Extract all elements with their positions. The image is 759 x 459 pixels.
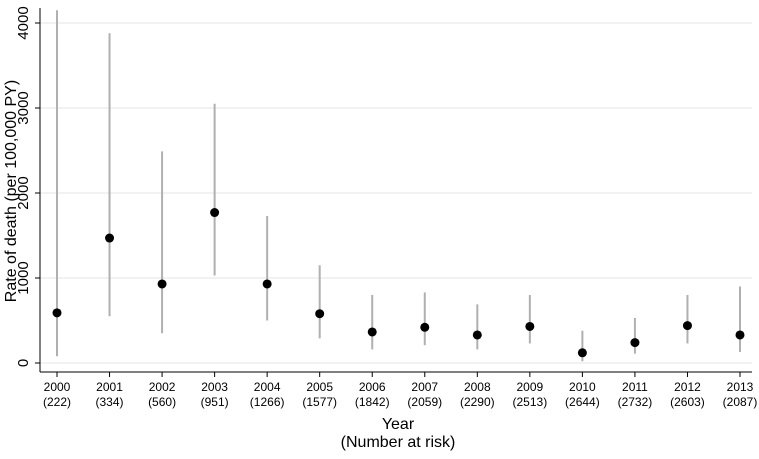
x-tick-label-year: 2007 <box>411 380 438 394</box>
data-point <box>630 338 640 348</box>
x-tick-label-at-risk: (2087) <box>723 395 758 409</box>
x-tick-label-at-risk: (2603) <box>670 395 705 409</box>
x-tick-label-year: 2000 <box>44 380 71 394</box>
x-tick-label-year: 2001 <box>96 380 123 394</box>
x-tick-label-at-risk: (2290) <box>460 395 495 409</box>
x-tick-label-year: 2010 <box>569 380 596 394</box>
data-point <box>262 279 272 289</box>
data-point <box>472 330 482 340</box>
x-tick-label-at-risk: (334) <box>96 395 124 409</box>
x-tick-label-at-risk: (560) <box>148 395 176 409</box>
data-point <box>367 327 377 337</box>
y-axis-title: Rate of death (per 100,000 PY) <box>3 80 20 302</box>
x-tick-label-at-risk: (1577) <box>302 395 337 409</box>
x-tick-label-year: 2013 <box>727 380 754 394</box>
x-tick-label-year: 2004 <box>254 380 281 394</box>
x-tick-label-year: 2003 <box>201 380 228 394</box>
data-point <box>315 309 325 319</box>
x-tick-label-at-risk: (1266) <box>250 395 285 409</box>
x-tick-label-at-risk: (2644) <box>565 395 600 409</box>
ci-layer <box>56 10 741 362</box>
x-tick-label-at-risk: (2732) <box>618 395 653 409</box>
x-tick-label-at-risk: (222) <box>43 395 71 409</box>
x-tick-label-at-risk: (2513) <box>513 395 548 409</box>
x-tick-label-at-risk: (2059) <box>407 395 442 409</box>
y-tick-label: 0 <box>15 359 32 367</box>
x-axis-title: Year <box>382 416 415 433</box>
x-tick-label-year: 2002 <box>149 380 176 394</box>
grid-layer <box>40 22 752 364</box>
x-tick-label-year: 2006 <box>359 380 386 394</box>
x-tick-label-year: 2011 <box>622 380 648 394</box>
point-layer <box>52 208 745 358</box>
data-point <box>52 308 62 318</box>
data-point <box>525 321 535 331</box>
y-tick-label: 2000 <box>15 176 32 209</box>
x-tick-label-year: 2005 <box>306 380 333 394</box>
y-tick-label: 3000 <box>15 91 32 124</box>
data-point <box>210 208 220 218</box>
y-tick-layer: 0 1000 2000 3000 4000 <box>15 6 40 367</box>
data-point <box>682 321 692 331</box>
x-axis-subtitle: (Number at risk) <box>341 434 456 451</box>
x-tick-label-at-risk: (951) <box>201 395 229 409</box>
data-point <box>577 348 587 358</box>
x-tick-label-year: 2012 <box>674 380 701 394</box>
x-tick-label-at-risk: (1842) <box>355 395 390 409</box>
y-tick-label: 1000 <box>15 261 32 294</box>
x-tick-label-year: 2009 <box>516 380 543 394</box>
y-tick-label: 4000 <box>15 6 32 39</box>
x-tick-label-year: 2008 <box>464 380 491 394</box>
data-point <box>105 233 115 243</box>
x-tick-layer: 2000(222) 2001(334) 2002(560) 2003(951) 2004… <box>43 372 757 409</box>
data-point <box>157 279 167 289</box>
data-point <box>420 322 430 332</box>
data-point <box>735 330 745 340</box>
